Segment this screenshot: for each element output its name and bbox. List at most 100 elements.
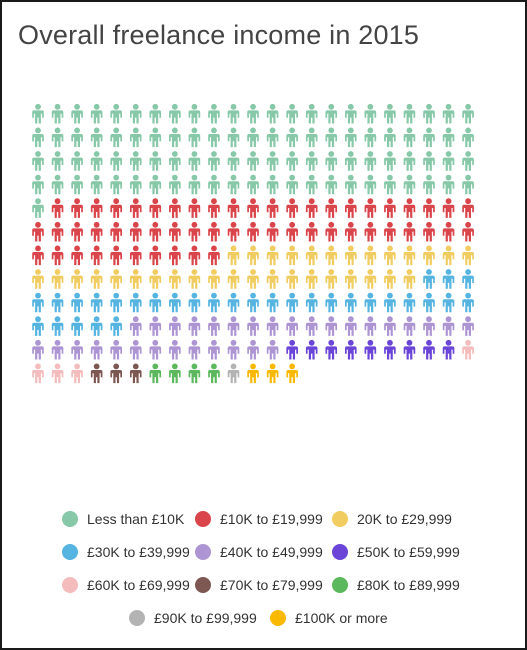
person-icon — [403, 316, 416, 336]
person-icon — [71, 103, 83, 124]
legend-item: £50K to £59,999 — [332, 544, 460, 560]
person-icon — [129, 292, 142, 313]
person-icon — [110, 103, 122, 124]
person-icon — [188, 198, 201, 218]
legend-item: 20K to £29,999 — [332, 511, 452, 527]
legend-swatch — [270, 610, 286, 626]
person-icon — [403, 103, 416, 124]
legend-label: £50K to £59,999 — [357, 544, 460, 560]
person-icon — [149, 363, 162, 384]
person-icon — [345, 151, 357, 171]
person-icon — [247, 221, 259, 242]
person-icon — [403, 245, 416, 266]
person-icon — [188, 292, 201, 313]
person-icon — [423, 174, 435, 195]
person-icon — [90, 245, 103, 266]
person-icon — [188, 316, 201, 336]
person-icon — [71, 339, 83, 360]
person-icon — [247, 316, 259, 336]
person-icon — [423, 245, 435, 266]
person-icon — [51, 292, 64, 313]
person-icon — [403, 127, 416, 148]
person-icon — [110, 269, 122, 289]
person-icon — [364, 174, 377, 195]
person-icon — [305, 103, 318, 124]
person-icon — [266, 174, 279, 195]
person-icon — [169, 174, 181, 195]
person-icon — [129, 174, 142, 195]
person-icon — [286, 269, 298, 289]
person-icon — [169, 151, 181, 171]
person-icon — [345, 269, 357, 289]
person-icon — [129, 221, 142, 242]
legend-item: £40K to £49,999 — [195, 544, 323, 560]
person-icon — [305, 339, 318, 360]
person-icon — [305, 292, 318, 313]
person-icon — [169, 198, 181, 218]
person-icon — [286, 245, 298, 266]
person-icon — [208, 292, 220, 313]
person-icon — [266, 316, 279, 336]
person-icon — [384, 174, 396, 195]
person-icon — [247, 269, 259, 289]
person-icon — [169, 103, 181, 124]
person-icon — [247, 103, 259, 124]
person-icon — [110, 292, 122, 313]
legend-label: £80K to £89,999 — [357, 577, 460, 593]
person-icon — [305, 127, 318, 148]
person-icon — [364, 245, 377, 266]
person-icon — [110, 339, 122, 360]
person-icon — [129, 103, 142, 124]
person-icon — [286, 151, 298, 171]
person-icon — [384, 339, 396, 360]
person-icon — [188, 363, 201, 384]
person-icon — [384, 316, 396, 336]
legend-swatch — [62, 511, 78, 527]
person-icon — [325, 127, 338, 148]
person-icon — [208, 127, 220, 148]
legend-swatch — [332, 511, 348, 527]
person-icon — [227, 269, 240, 289]
legend-label: £70K to £79,999 — [220, 577, 323, 593]
person-icon — [462, 339, 474, 360]
person-icon — [149, 151, 162, 171]
person-icon — [188, 245, 201, 266]
person-icon — [110, 174, 122, 195]
person-icon — [345, 339, 357, 360]
person-icon — [384, 103, 396, 124]
legend-swatch — [332, 544, 348, 560]
person-icon — [345, 316, 357, 336]
legend-item: Less than £10K — [62, 511, 185, 527]
person-icon — [247, 127, 259, 148]
person-icon — [90, 363, 103, 384]
person-icon — [462, 316, 474, 336]
person-icon — [325, 103, 338, 124]
person-icon — [442, 339, 455, 360]
person-icon — [227, 151, 240, 171]
person-icon — [364, 151, 377, 171]
person-icon — [364, 103, 377, 124]
person-icon — [227, 198, 240, 218]
legend-label: £40K to £49,999 — [220, 544, 323, 560]
person-icon — [90, 339, 103, 360]
person-icon — [32, 174, 44, 195]
person-icon — [423, 316, 435, 336]
person-icon — [462, 127, 474, 148]
person-icon — [129, 316, 142, 336]
person-icon — [32, 269, 44, 289]
person-icon — [305, 269, 318, 289]
person-icon — [345, 292, 357, 313]
person-icon — [266, 198, 279, 218]
person-icon — [90, 198, 103, 218]
person-icon — [208, 198, 220, 218]
person-icon — [32, 127, 44, 148]
person-icon — [286, 363, 298, 384]
person-icon — [110, 363, 122, 384]
person-icon — [90, 221, 103, 242]
legend-item: £100K or more — [270, 610, 388, 626]
person-icon — [32, 363, 44, 384]
person-icon — [32, 316, 44, 336]
person-icon — [286, 174, 298, 195]
person-icon — [286, 316, 298, 336]
legend-item: £90K to £99,999 — [129, 610, 257, 626]
